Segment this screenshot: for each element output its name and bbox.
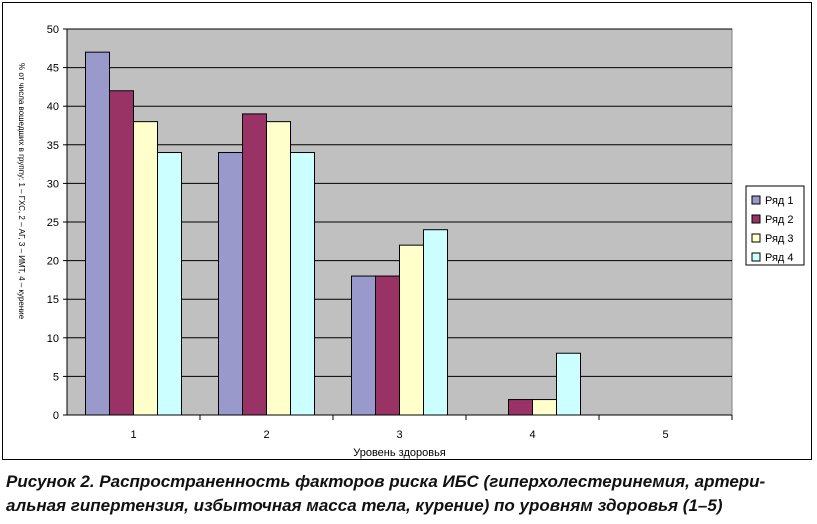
bar bbox=[351, 275, 376, 416]
bar bbox=[242, 113, 267, 416]
y-tick-label: 5 bbox=[53, 371, 59, 383]
legend-label: Ряд 4 bbox=[765, 252, 794, 264]
legend-label: Ряд 2 bbox=[765, 214, 794, 226]
x-tick-label: 1 bbox=[130, 429, 136, 441]
x-tick-label: 5 bbox=[662, 429, 668, 441]
x-axis-label: Уровень здоровья bbox=[353, 447, 446, 459]
y-tick-label: 20 bbox=[47, 256, 59, 268]
y-tick-label: 35 bbox=[47, 140, 59, 152]
bar bbox=[85, 51, 110, 416]
x-tick-label: 3 bbox=[396, 429, 402, 441]
bar bbox=[290, 152, 315, 416]
legend-swatch bbox=[751, 233, 761, 243]
y-tick-label: 0 bbox=[53, 410, 59, 422]
legend-swatch bbox=[751, 252, 761, 262]
legend-label: Ряд 3 bbox=[765, 233, 794, 245]
bar bbox=[109, 90, 134, 416]
legend-swatch bbox=[751, 214, 761, 224]
y-tick-label: 40 bbox=[47, 101, 59, 113]
y-axis-label: % от числа вошедших в группу: 1 – ГХС, 2… bbox=[17, 63, 26, 320]
legend-swatch bbox=[751, 195, 761, 205]
chart-frame: 0 5 10 15 20 25 30 35 40 45 50 1 2 3 4 5 Уровень здоровь… bbox=[2, 2, 812, 460]
y-tick-label: 45 bbox=[47, 63, 59, 75]
bar bbox=[508, 399, 533, 416]
x-tick-label: 2 bbox=[263, 429, 269, 441]
x-tick-label: 4 bbox=[529, 429, 535, 441]
bar bbox=[157, 152, 182, 416]
y-tick-label: 25 bbox=[47, 217, 59, 229]
y-tick-label: 10 bbox=[47, 333, 59, 345]
bar bbox=[556, 352, 581, 416]
bar bbox=[133, 121, 158, 416]
caption-line-2: альная гипертензия, избыточная масса тел… bbox=[6, 496, 723, 515]
bar bbox=[218, 152, 243, 416]
figure-caption: Рисунок 2. Распространенность факторов р… bbox=[6, 470, 811, 518]
bar bbox=[266, 121, 291, 416]
bar bbox=[532, 399, 557, 416]
bar bbox=[375, 275, 400, 416]
bar bbox=[399, 244, 424, 416]
y-tick-label: 30 bbox=[47, 178, 59, 190]
legend-label: Ряд 1 bbox=[765, 195, 794, 207]
y-tick-label: 50 bbox=[47, 24, 59, 36]
y-tick-label: 15 bbox=[47, 294, 59, 306]
caption-line-1: Рисунок 2. Распространенность факторов р… bbox=[6, 472, 766, 491]
bar bbox=[423, 229, 448, 416]
